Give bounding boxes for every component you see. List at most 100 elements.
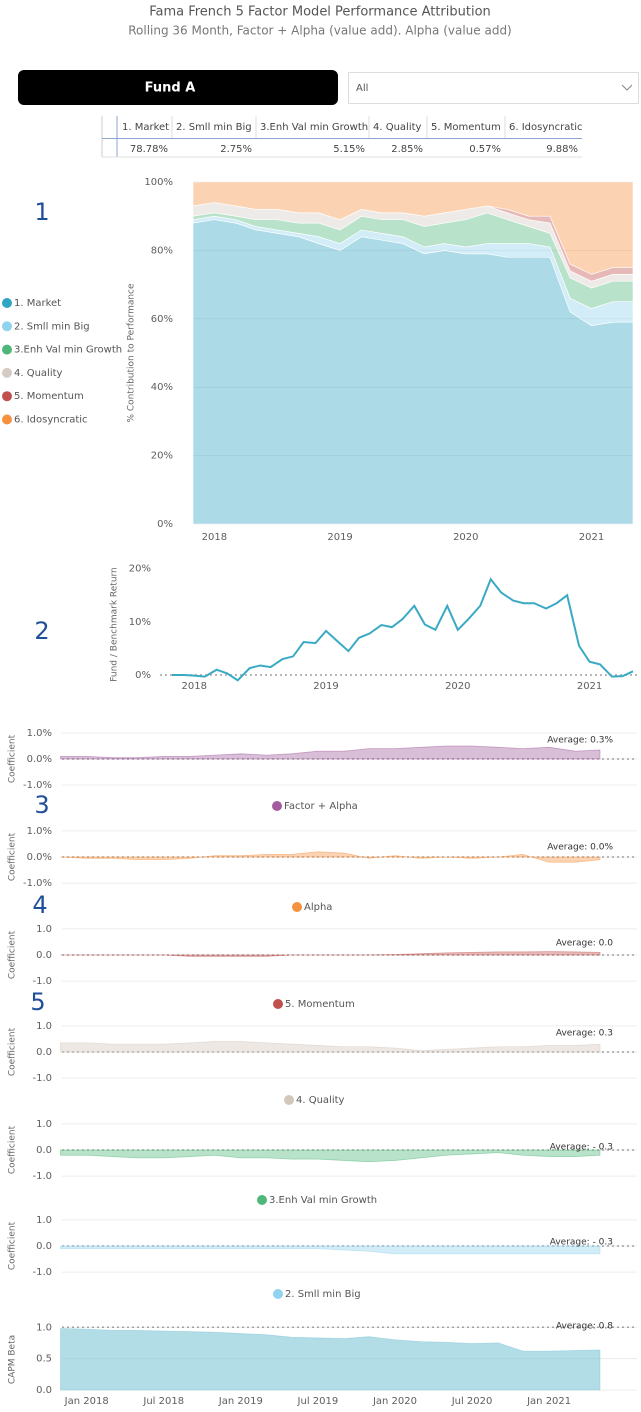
x-tick-label: 2019 xyxy=(313,681,338,692)
legend-label: 3.Enh Val min Growth xyxy=(269,1195,377,1206)
average-label: Average: 0.0% xyxy=(547,843,613,853)
x-tick-label: Jul 2018 xyxy=(142,1396,184,1407)
average-label: Average: 0.8 xyxy=(556,1322,613,1332)
legend-marker xyxy=(2,367,12,378)
x-tick-label: 2021 xyxy=(577,681,602,692)
y-tick-label: 1.0% xyxy=(27,728,52,739)
x-tick-label: 2020 xyxy=(445,681,470,692)
legend-marker xyxy=(273,999,283,1009)
fund-button-label[interactable]: Fund A xyxy=(145,81,196,96)
legend-marker xyxy=(272,801,282,811)
y-tick-label: 1.0 xyxy=(36,924,52,935)
x-tick-label: 2021 xyxy=(579,532,604,543)
line xyxy=(171,577,634,682)
x-tick-label: Jul 2020 xyxy=(451,1396,493,1407)
legend-label: 2. Smll min Big xyxy=(285,1289,361,1300)
average-label: Average: - 0.3 xyxy=(550,1143,613,1153)
average-label: Average: - 0.3 xyxy=(550,1238,613,1248)
section-number: 3 xyxy=(34,791,49,819)
legend-label: 5. Momentum xyxy=(285,999,355,1010)
y-tick-label: 0% xyxy=(157,519,173,530)
legend-label: 2. Smll min Big xyxy=(14,321,90,332)
y-tick-label: 0.0 xyxy=(36,1385,52,1396)
area xyxy=(60,1245,601,1255)
legend-marker xyxy=(2,344,12,355)
section-number: 1 xyxy=(34,198,49,226)
average-label: Average: 0.0 xyxy=(556,939,613,949)
y-tick-label: 80% xyxy=(151,245,173,256)
legend-marker xyxy=(292,902,302,912)
table-cell: 78.78% xyxy=(130,144,168,155)
y-tick-label: 20% xyxy=(129,564,151,575)
legend-label: 6. Idosyncratic xyxy=(14,415,88,426)
area xyxy=(60,1041,601,1053)
area xyxy=(60,745,601,760)
x-tick-label: Jan 2018 xyxy=(64,1396,109,1407)
area xyxy=(60,951,601,957)
table-header: 6. Idosyncratic xyxy=(509,122,583,133)
table-cell: 5.15% xyxy=(333,144,365,155)
area xyxy=(60,1149,601,1163)
y-axis-label: Coefficient xyxy=(8,1221,18,1270)
y-tick-label: 1.0 xyxy=(36,1215,52,1226)
y-tick-label: 0.0 xyxy=(36,1047,52,1058)
y-tick-label: -1.0% xyxy=(23,780,52,791)
table-cell: 2.75% xyxy=(220,144,252,155)
x-tick-label: Jan 2020 xyxy=(372,1396,417,1407)
dropdown[interactable] xyxy=(348,72,639,104)
page-subtitle: Rolling 36 Month, Factor + Alpha (value … xyxy=(128,24,512,38)
y-tick-label: 40% xyxy=(151,382,173,393)
area xyxy=(60,851,601,863)
y-tick-label: 1.0% xyxy=(27,826,52,837)
x-tick-label: Jan 2021 xyxy=(526,1396,571,1407)
table-header: 3.Enh Val min Growth xyxy=(260,122,368,133)
y-tick-label: 10% xyxy=(129,617,151,628)
y-tick-label: 0% xyxy=(135,670,151,681)
y-tick-label: -1.0 xyxy=(32,1171,52,1182)
y-tick-label: 60% xyxy=(151,314,173,325)
y-axis-label: Fund / Benchmark Return xyxy=(110,567,120,682)
table-header: 2. Smll min Big xyxy=(176,122,252,133)
y-tick-label: 20% xyxy=(151,451,173,462)
legend-marker xyxy=(257,1195,267,1205)
x-tick-label: 2018 xyxy=(202,532,227,543)
y-tick-label: 1.0 xyxy=(36,1119,52,1130)
area xyxy=(60,1328,601,1391)
y-tick-label: 0.0 xyxy=(36,950,52,961)
y-axis-label: Coefficient xyxy=(8,1027,18,1076)
fund-button[interactable] xyxy=(18,70,338,105)
average-label: Average: 0.3 xyxy=(556,1029,613,1039)
x-tick-label: Jan 2019 xyxy=(218,1396,263,1407)
y-tick-label: -1.0% xyxy=(23,878,52,889)
table-cell: 0.57% xyxy=(469,144,501,155)
y-axis-label: Coefficient xyxy=(8,734,18,783)
section-number: 2 xyxy=(34,617,49,645)
dropdown-chevron[interactable] xyxy=(621,84,633,91)
legend-marker xyxy=(2,298,12,308)
y-tick-label: 100% xyxy=(144,177,173,188)
y-axis-label: CAPM Beta xyxy=(8,1335,18,1384)
y-tick-label: -1.0 xyxy=(32,1267,52,1278)
legend-label: Factor + Alpha xyxy=(284,801,358,812)
y-tick-label: 1.0 xyxy=(36,1021,52,1032)
legend-marker xyxy=(2,414,12,425)
y-tick-label: -1.0 xyxy=(32,1073,52,1084)
y-tick-label: 0.0% xyxy=(27,754,52,765)
legend-label: 4. Quality xyxy=(296,1095,345,1106)
table-cell: 2.85% xyxy=(391,144,423,155)
y-axis-label: Coefficient xyxy=(8,832,18,881)
legend-label: 3.Enh Val min Growth xyxy=(14,345,122,356)
table-header: 4. Quality xyxy=(373,122,422,133)
x-tick-label: 2018 xyxy=(182,681,207,692)
legend-label: 4. Quality xyxy=(14,368,63,379)
y-axis-label: Coefficient xyxy=(8,930,18,979)
y-tick-label: 0.5 xyxy=(36,1354,52,1365)
dropdown-value[interactable]: All xyxy=(356,83,368,94)
legend-label: 5. Momentum xyxy=(14,391,84,402)
y-tick-label: 0.0% xyxy=(27,852,52,863)
y-axis-label: % Contribution to Performance xyxy=(127,283,137,423)
legend-marker xyxy=(2,321,12,332)
y-tick-label: -1.0 xyxy=(32,976,52,987)
y-tick-label: 0.0 xyxy=(36,1145,52,1156)
